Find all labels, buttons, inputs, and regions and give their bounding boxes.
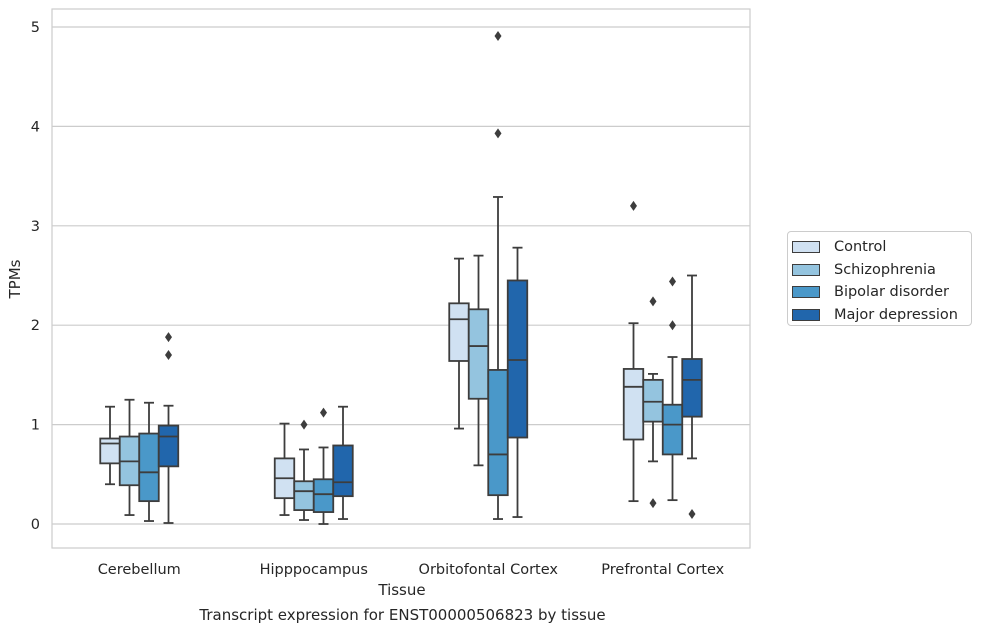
y-tick-label: 3	[31, 219, 40, 235]
outlier-point	[649, 498, 657, 509]
legend-swatch-bipolar-disorder	[792, 286, 820, 299]
outlier-point	[320, 407, 327, 418]
y-tick-label: 5	[31, 20, 40, 36]
iqr-box	[157, 424, 180, 468]
x-axis-label: Tissue	[377, 581, 425, 599]
legend-label: Schizophrenia	[834, 261, 936, 278]
outlier-point	[165, 350, 172, 361]
box-control	[99, 405, 121, 486]
outlier-point	[649, 296, 657, 307]
x-tick-label: Hipppocampus	[260, 562, 368, 578]
iqr-box	[332, 444, 354, 498]
box-major-depression	[157, 332, 180, 524]
box-bipolar-disorder	[138, 401, 160, 522]
box-schizophrenia	[293, 419, 315, 521]
iqr-box	[448, 302, 470, 362]
legend-label: Major depression	[834, 306, 958, 323]
outlier-point	[630, 200, 637, 211]
box-plots	[99, 30, 703, 525]
box-schizophrenia	[642, 296, 664, 509]
y-tick-label: 2	[31, 318, 40, 334]
legend-item-major-depression: Major depression	[792, 304, 971, 327]
box-schizophrenia	[467, 254, 490, 467]
y-tick-label: 0	[31, 517, 40, 533]
iqr-box	[293, 480, 315, 511]
outlier-point	[688, 509, 696, 520]
outlier-point	[165, 332, 172, 343]
iqr-box	[487, 369, 509, 497]
box-control	[448, 257, 470, 430]
legend-item-bipolar-disorder: Bipolar disorder	[792, 281, 971, 304]
outlier-point	[494, 30, 502, 41]
x-tick-label: Cerebellum	[98, 562, 181, 578]
legend: Control Schizophrenia Bipolar disorder M…	[787, 231, 972, 326]
box-bipolar-disorder	[487, 30, 509, 520]
legend-item-schizophrenia: Schizophrenia	[792, 259, 971, 282]
x-tick-label: Orbitofontal Cortex	[419, 562, 559, 578]
legend-swatch-schizophrenia	[792, 263, 820, 276]
iqr-box	[138, 432, 160, 503]
box-bipolar-disorder	[312, 407, 335, 525]
y-axis-label: TPMs	[6, 259, 24, 299]
iqr-box	[622, 368, 645, 441]
legend-swatch-major-depression	[792, 308, 820, 321]
box-schizophrenia	[118, 398, 141, 516]
plot-frame	[51, 8, 751, 549]
box-major-depression	[681, 274, 703, 520]
x-tick-labels: Cerebellum Hipppocampus Orbitofontal Corte…	[98, 562, 725, 578]
outlier-point	[494, 128, 502, 139]
y-tick-label: 1	[31, 418, 40, 434]
iqr-box	[661, 403, 684, 456]
iqr-box	[681, 358, 703, 418]
outlier-point	[669, 276, 676, 287]
iqr-box	[467, 308, 490, 400]
iqr-box	[99, 437, 121, 465]
iqr-box	[506, 279, 529, 439]
box-major-depression	[506, 246, 529, 518]
legend-item-control: Control	[792, 236, 971, 259]
y-tick-labels: 0 1 2 3 4 5	[31, 20, 40, 533]
box-control	[622, 200, 645, 503]
legend-swatch-control	[792, 241, 820, 254]
outlier-point	[669, 320, 676, 331]
box-bipolar-disorder	[661, 276, 684, 502]
iqr-box	[312, 478, 335, 513]
outlier-point	[300, 419, 308, 430]
iqr-box	[642, 378, 664, 423]
box-major-depression	[332, 405, 354, 520]
legend-label: Control	[834, 239, 887, 256]
figure-caption: Transcript expression for ENST0000050682…	[199, 606, 606, 624]
legend-label: Bipolar disorder	[834, 284, 949, 301]
y-tick-label: 4	[31, 119, 40, 135]
x-tick-label: Prefrontal Cortex	[601, 562, 724, 578]
box-control	[273, 422, 296, 516]
